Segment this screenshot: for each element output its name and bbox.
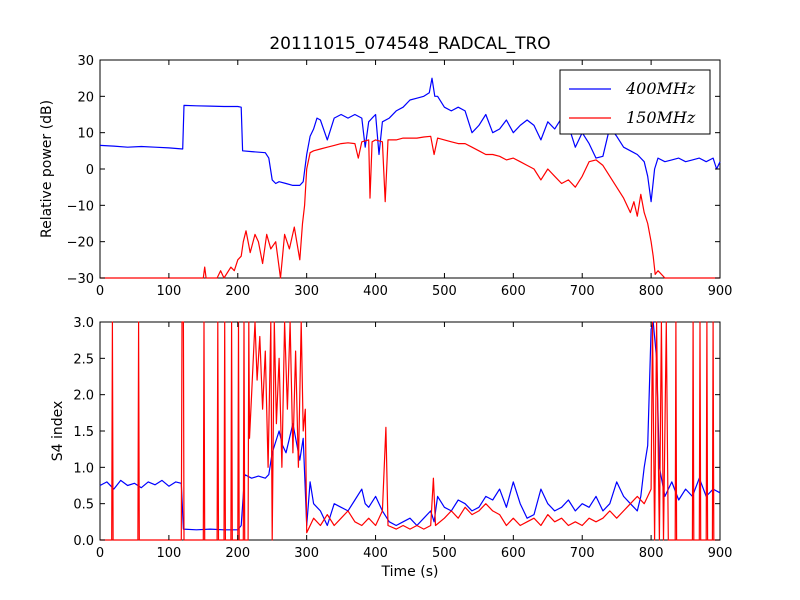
power-y-tick-label: 30 bbox=[77, 54, 94, 69]
power-ticks-group: 0 100 200 300 400 500 600 700 800 9003020100−10−2… bbox=[67, 54, 733, 299]
legend-label-150mhz: 150MHz bbox=[626, 108, 696, 127]
power-x-tick-label: 600 bbox=[501, 284, 526, 299]
s4-x-tick-label: 800 bbox=[639, 546, 664, 561]
power-x-tick-label: 0 bbox=[96, 284, 104, 299]
x-axis-label: Time (s) bbox=[381, 564, 439, 580]
power-x-tick-label: 200 bbox=[225, 284, 250, 299]
s4-y-tick-label: 0.0 bbox=[73, 534, 94, 549]
s4-x-tick-label: 0 bbox=[96, 546, 104, 561]
power-x-tick-label: 300 bbox=[294, 284, 319, 299]
s4-x-tick-label: 100 bbox=[156, 546, 181, 561]
legend-box bbox=[559, 69, 711, 135]
power-y-axis-label: Relative power (dB) bbox=[39, 100, 55, 238]
s4-y-tick-label: 2.0 bbox=[73, 389, 94, 404]
power-x-tick-label: 500 bbox=[432, 284, 457, 299]
legend: 400MHz 150MHz bbox=[559, 69, 711, 135]
power-y-tick-label: 0 bbox=[86, 163, 94, 178]
legend-label-400mhz: 400MHz bbox=[625, 79, 696, 98]
power-x-tick-label: 800 bbox=[639, 284, 664, 299]
s4-y-axis-label: S4 index bbox=[50, 401, 66, 462]
s4-x-tick-label: 500 bbox=[432, 546, 457, 561]
s4-y-tick-label: 2.5 bbox=[73, 352, 94, 367]
power-y-tick-label: 10 bbox=[77, 127, 94, 142]
power-y-tick-label: −20 bbox=[67, 236, 94, 251]
s4-series-group bbox=[99, 321, 721, 541]
s4-y-tick-label: 0.5 bbox=[73, 498, 94, 513]
s4-x-tick-label: 700 bbox=[570, 546, 595, 561]
s4-ticks-group: 0 100 200 300 400 500 600 700 800 900 3.0 2.5 2.0 1.5… bbox=[73, 316, 732, 561]
power-x-tick-label: 100 bbox=[156, 284, 181, 299]
power-x-tick-label: 400 bbox=[363, 284, 388, 299]
s4-x-tick-label: 300 bbox=[294, 546, 319, 561]
power-x-tick-label: 700 bbox=[570, 284, 595, 299]
power-series-400mhz bbox=[99, 77, 721, 203]
chart-title: 20111015_074548_RADCAL_TRO bbox=[269, 34, 550, 54]
power-y-tick-label: −30 bbox=[67, 272, 94, 287]
s4-x-tick-label: 600 bbox=[501, 546, 526, 561]
power-x-tick-label: 900 bbox=[708, 284, 733, 299]
power-series-group bbox=[99, 77, 721, 279]
power-panel: 20111015_074548_RADCAL_TRO 0 100 200 300 400… bbox=[39, 34, 732, 299]
s4-y-tick-label: 1.5 bbox=[73, 425, 94, 440]
s4-x-tick-label: 200 bbox=[225, 546, 250, 561]
power-series-150mhz bbox=[100, 135, 720, 279]
power-y-tick-label: −10 bbox=[67, 199, 94, 214]
s4-x-tick-label: 900 bbox=[708, 546, 733, 561]
s4-y-tick-label: 3.0 bbox=[73, 316, 94, 331]
s4-x-tick-label: 400 bbox=[363, 546, 388, 561]
s4-series-150mhz bbox=[100, 321, 720, 541]
s4-y-tick-label: 1.0 bbox=[73, 461, 94, 476]
s4-panel: 0 100 200 300 400 500 600 700 800 900 3.0 2.5 2.0 1.5… bbox=[50, 316, 732, 580]
power-y-tick-label: 20 bbox=[77, 90, 94, 105]
